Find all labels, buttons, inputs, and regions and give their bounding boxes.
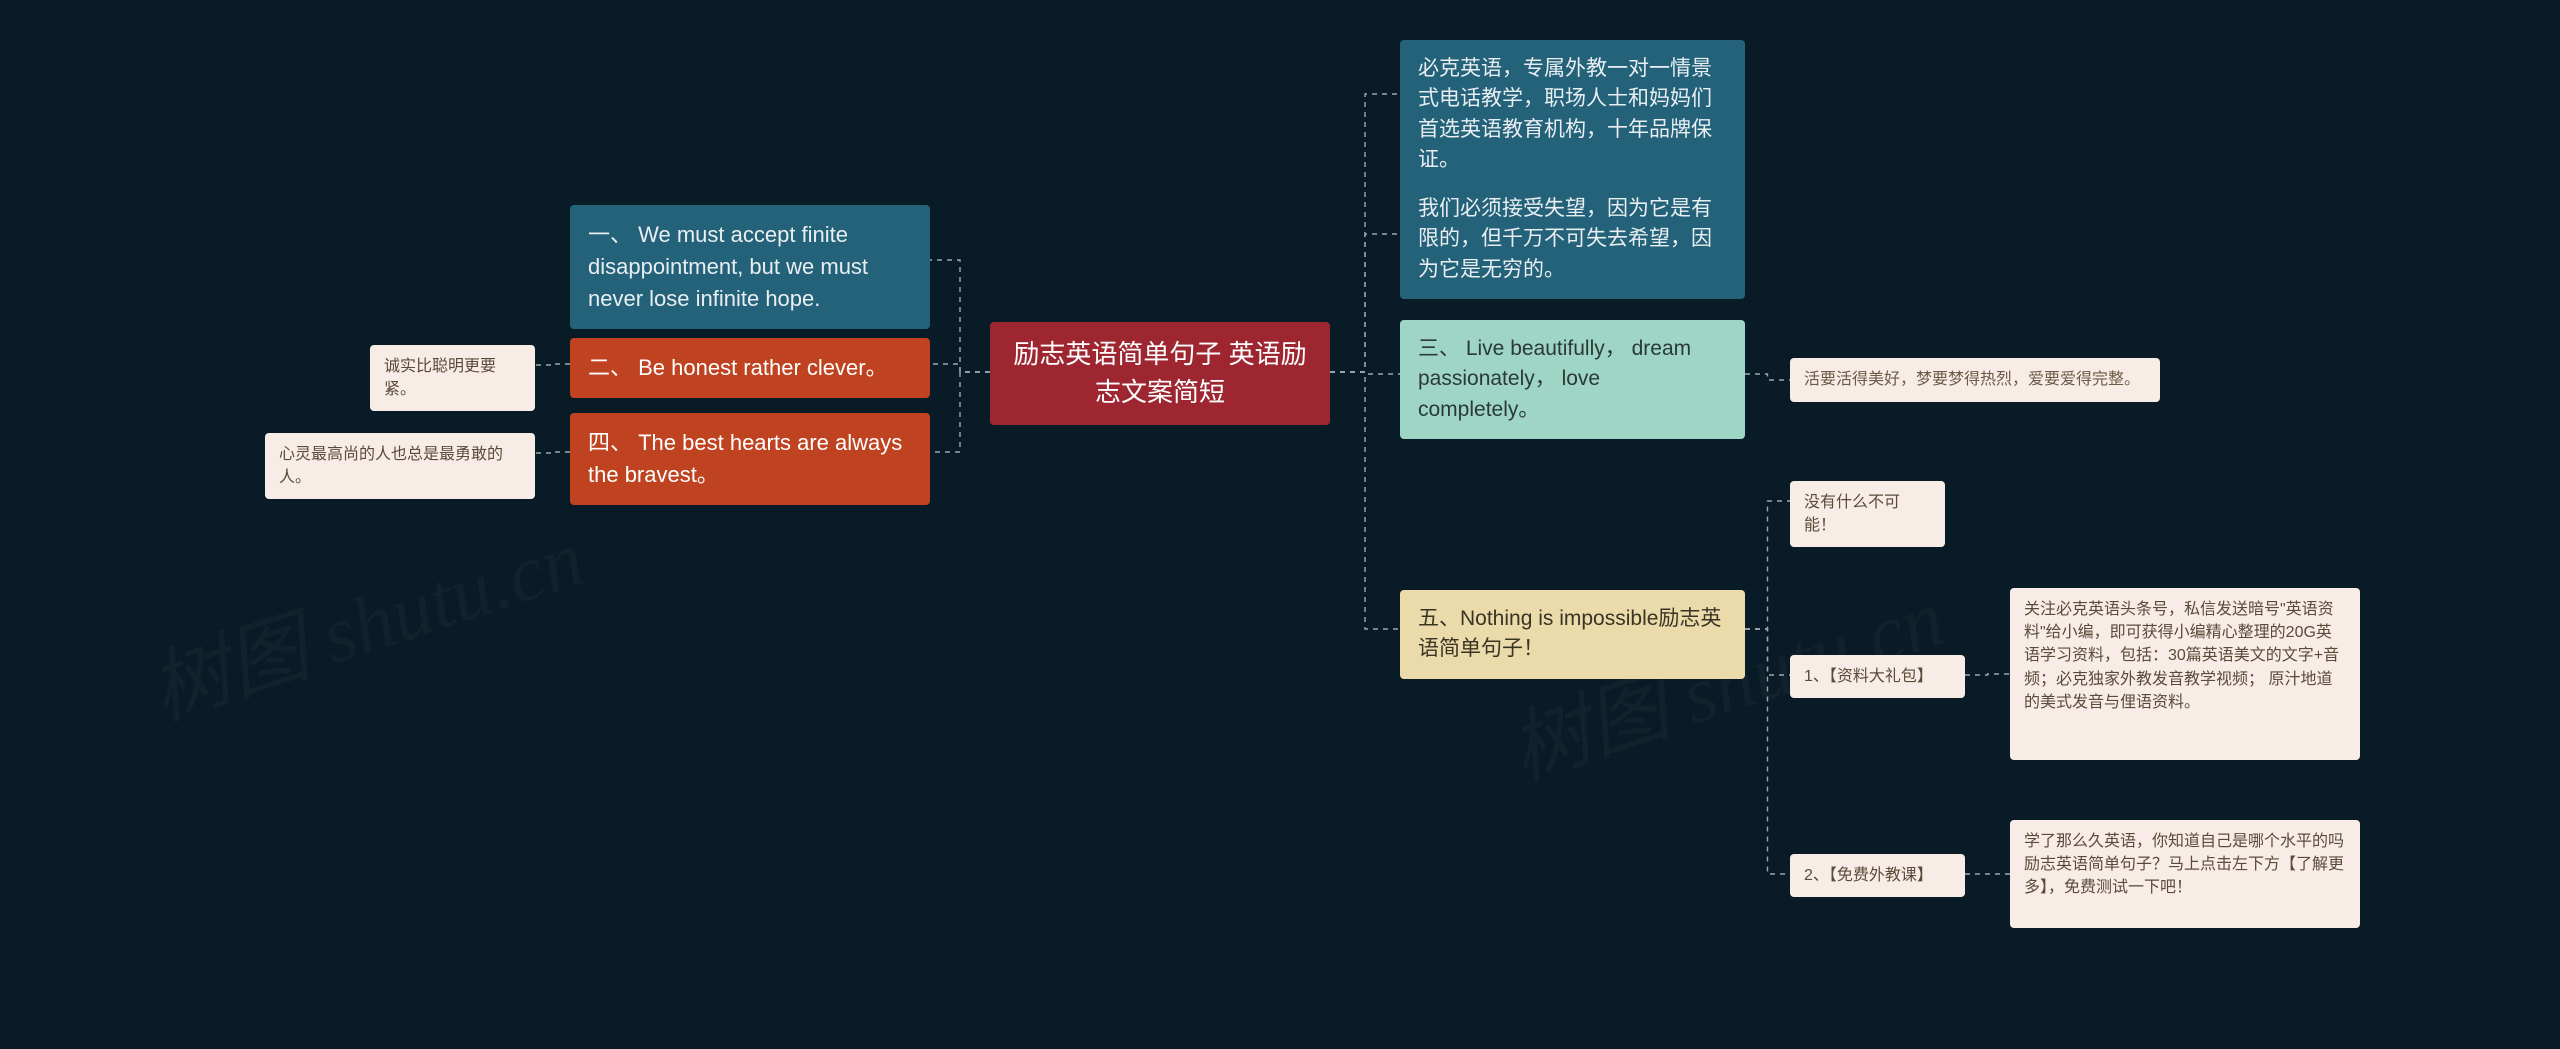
branch-four-translation: 心灵最高尚的人也总是最勇敢的人。 <box>265 433 535 499</box>
branch-one: 一、 We must accept finite disappointment,… <box>570 205 930 329</box>
branch-five-sub-course-detail: 学了那么久英语，你知道自己是哪个水平的吗励志英语简单句子？马上点击左下方【了解更… <box>2010 820 2360 928</box>
branch-five: 五、Nothing is impossible励志英语简单句子！ <box>1400 590 1745 679</box>
branch-five-sub-impossible: 没有什么不可能！ <box>1790 481 1945 547</box>
branch-five-sub-pack-detail: 关注必克英语头条号，私信发送暗号"英语资料"给小编，即可获得小编精心整理的20G… <box>2010 588 2360 760</box>
branch-two-translation: 诚实比聪明更要紧。 <box>370 345 535 411</box>
branch-one-translation: 我们必须接受失望，因为它是有限的，但千万不可失去希望，因为它是无穷的。 <box>1400 180 1745 299</box>
branch-three-translation: 活要活得美好，梦要梦得热烈，爱要爱得完整。 <box>1790 358 2160 402</box>
intro-note: 必克英语，专属外教一对一情景式电话教学，职场人士和妈妈们首选英语教育机构，十年品… <box>1400 40 1745 190</box>
watermark: 树图 shutu.cn <box>133 493 596 742</box>
branch-three: 三、 Live beautifully， dream passionately，… <box>1400 320 1745 439</box>
branch-five-sub-course: 2、【免费外教课】 <box>1790 854 1965 897</box>
branch-two: 二、 Be honest rather clever。 <box>570 338 930 398</box>
mindmap-root: 励志英语简单句子 英语励志文案简短 <box>990 322 1330 425</box>
branch-five-sub-pack: 1、【资料大礼包】 <box>1790 655 1965 698</box>
branch-four: 四、 The best hearts are always the braves… <box>570 413 930 505</box>
